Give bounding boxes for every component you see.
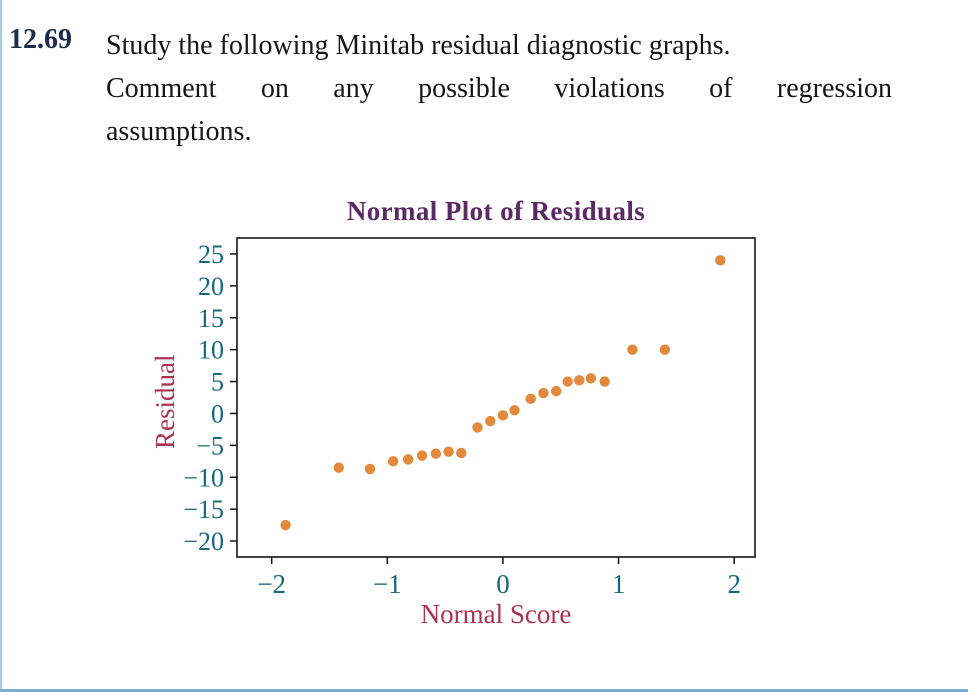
page-edge-bottom [0, 689, 968, 692]
data-point [364, 463, 376, 475]
data-point [333, 462, 344, 473]
x-tick-label: 0 [496, 569, 510, 599]
x-tick-label: 1 [612, 569, 626, 599]
data-point [430, 448, 442, 459]
data-point [585, 373, 597, 384]
plot-frame [236, 237, 756, 558]
y-tick-label: 20 [198, 272, 224, 301]
y-tick-label: −15 [183, 495, 224, 524]
problem-text-line1: Study the following Minitab residual dia… [106, 30, 731, 61]
data-point [715, 255, 726, 266]
y-tick-label: 25 [198, 240, 224, 269]
data-point [387, 456, 399, 467]
x-axis-label: Normal Score [420, 599, 572, 629]
problem-number: 12.69 [9, 24, 72, 55]
x-tick-label: 2 [727, 569, 741, 599]
problem-text-line2: Comment on any possible violations of re… [106, 73, 892, 104]
data-point [443, 446, 454, 457]
data-point [497, 410, 509, 421]
data-point [485, 415, 496, 427]
data-point [599, 376, 610, 387]
x-tick-label: −2 [257, 569, 286, 599]
data-point [402, 454, 414, 465]
y-tick-label: 5 [211, 368, 224, 397]
data-point [550, 385, 562, 397]
data-point [538, 387, 549, 399]
chart-title: Normal Plot of Residuals [346, 196, 646, 226]
data-point [659, 344, 671, 355]
y-tick-label: −20 [183, 527, 224, 556]
data-point [456, 447, 467, 459]
data-point [416, 450, 428, 461]
data-point [562, 376, 573, 387]
y-tick-label: −5 [196, 431, 224, 460]
problem-text-line3: assumptions. [106, 116, 252, 147]
data-point [509, 405, 520, 416]
data-point [627, 344, 638, 355]
y-tick-label: −10 [183, 463, 224, 492]
x-tick-label: −1 [373, 569, 402, 599]
data-point [472, 422, 483, 433]
data-point [525, 393, 536, 404]
page-edge-left [0, 0, 2, 692]
y-tick-label: 15 [198, 304, 224, 333]
y-tick-label: 0 [211, 399, 224, 428]
data-point [280, 519, 291, 531]
data-point [574, 375, 585, 386]
y-tick-label: 10 [198, 336, 224, 365]
